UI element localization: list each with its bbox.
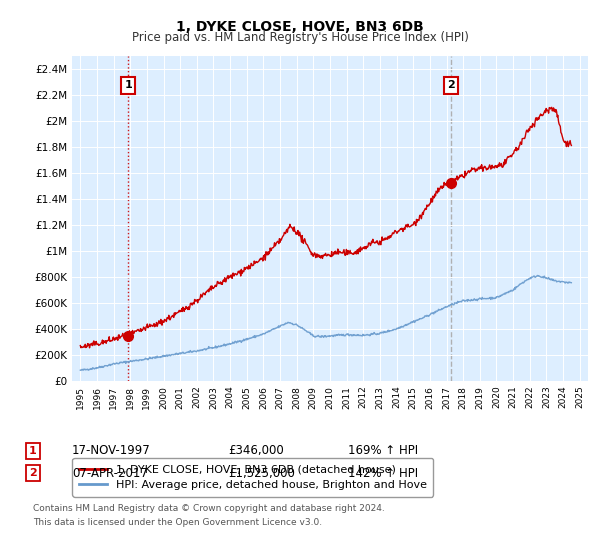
Text: £346,000: £346,000 [228, 444, 284, 458]
Text: £1,525,000: £1,525,000 [228, 466, 295, 480]
Text: 17-NOV-1997: 17-NOV-1997 [72, 444, 151, 458]
Text: 142% ↑ HPI: 142% ↑ HPI [348, 466, 418, 480]
Text: 1: 1 [124, 80, 132, 90]
Text: 2: 2 [447, 80, 455, 90]
Text: This data is licensed under the Open Government Licence v3.0.: This data is licensed under the Open Gov… [33, 518, 322, 527]
Text: Contains HM Land Registry data © Crown copyright and database right 2024.: Contains HM Land Registry data © Crown c… [33, 504, 385, 513]
Legend: 1, DYKE CLOSE, HOVE, BN3 6DB (detached house), HPI: Average price, detached hous: 1, DYKE CLOSE, HOVE, BN3 6DB (detached h… [73, 458, 433, 497]
Text: Price paid vs. HM Land Registry's House Price Index (HPI): Price paid vs. HM Land Registry's House … [131, 31, 469, 44]
Text: 169% ↑ HPI: 169% ↑ HPI [348, 444, 418, 458]
Text: 1, DYKE CLOSE, HOVE, BN3 6DB: 1, DYKE CLOSE, HOVE, BN3 6DB [176, 20, 424, 34]
Text: 1: 1 [29, 446, 37, 456]
Text: 2: 2 [29, 468, 37, 478]
Text: 07-APR-2017: 07-APR-2017 [72, 466, 148, 480]
